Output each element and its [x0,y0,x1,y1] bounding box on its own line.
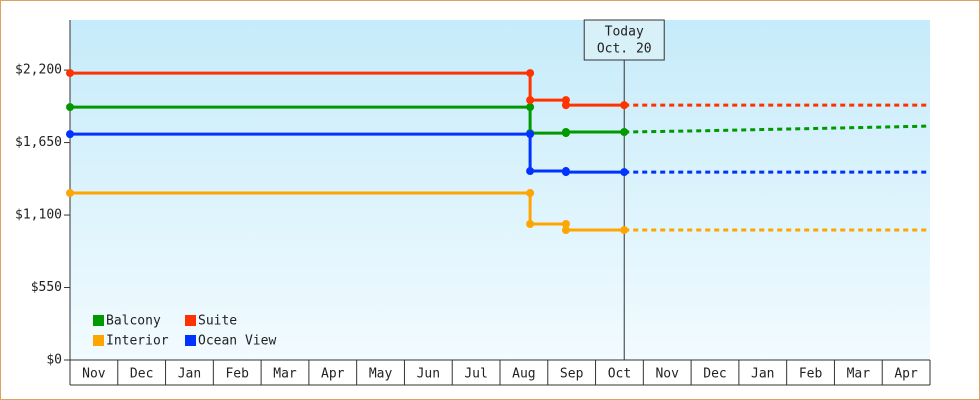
x-tick-label: Nov [82,367,106,382]
plot-area [70,20,930,360]
x-tick-label: Mar [273,367,297,382]
x-tick-label: Sep [560,367,584,382]
y-tick-label: $1,100 [15,208,62,223]
legend-label: Suite [198,314,237,329]
today-box [583,19,665,61]
point [526,96,535,105]
point [561,168,570,177]
x-tick-label: Nov [655,367,679,382]
point [561,220,570,228]
point [526,69,535,78]
x-tick-label: Oct [608,367,631,382]
point [620,101,629,110]
point [561,226,570,235]
x-tick-label: Aug [512,367,535,382]
x-tick-label: Jan [178,367,201,382]
x-tick-label: Jun [417,367,440,382]
legend-swatch [185,315,196,326]
x-tick-label: Mar [847,367,871,382]
point [620,168,629,177]
point [66,130,74,139]
point [620,128,629,137]
legend-label: Balcony [106,314,161,329]
x-tick-label: Dec [130,367,153,382]
x-tick-label: Feb [225,367,249,382]
today-label: Today [605,25,644,40]
x-tick-label: May [369,367,393,382]
legend-swatch [93,315,104,326]
point [66,189,74,198]
y-tick-label: $0 [46,353,62,368]
x-tick-label: Feb [799,367,823,382]
point [526,103,535,112]
series-line [70,191,625,232]
point [620,226,629,235]
series-line [70,71,625,107]
x-tick-label: Jan [751,367,774,382]
legend-swatch [93,335,104,346]
point [561,101,570,110]
x-tick-label: Jul [464,367,487,382]
point [526,189,535,198]
y-tick-label: $1,650 [15,135,62,150]
point [66,103,74,112]
series-line [70,105,625,135]
legend-swatch [185,335,196,346]
point [526,130,535,139]
series-line [70,132,625,174]
point [66,69,74,78]
point [526,220,535,228]
legend-label: Ocean View [198,334,276,349]
y-tick-label: $550 [31,280,62,295]
x-tick-label: Dec [703,367,726,382]
point [526,167,535,176]
point [561,128,570,137]
x-tick-label: Apr [321,367,345,382]
x-tick-label: Apr [894,367,918,382]
today-date: Oct. 20 [597,42,652,57]
legend-label: Interior [106,334,169,349]
y-tick-label: $2,200 [15,63,62,78]
